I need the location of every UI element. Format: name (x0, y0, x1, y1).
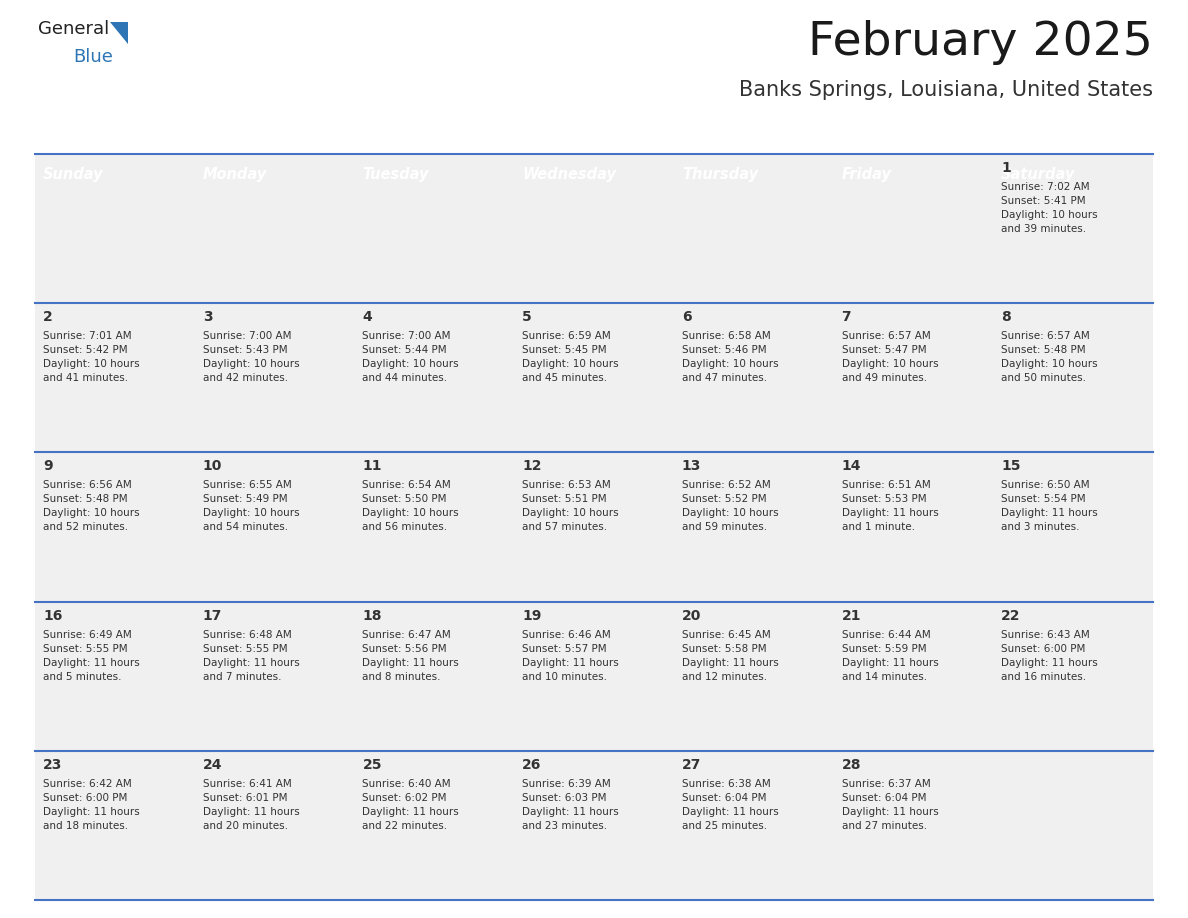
Bar (514, 154, 674, 196)
Text: 13: 13 (682, 459, 701, 474)
Text: Sunday: Sunday (43, 167, 103, 183)
Text: Sunrise: 7:02 AM
Sunset: 5:41 PM
Daylight: 10 hours
and 39 minutes.: Sunrise: 7:02 AM Sunset: 5:41 PM Dayligh… (1001, 182, 1098, 234)
Text: Sunrise: 6:57 AM
Sunset: 5:48 PM
Daylight: 10 hours
and 50 minutes.: Sunrise: 6:57 AM Sunset: 5:48 PM Dayligh… (1001, 331, 1098, 383)
Text: Sunrise: 7:00 AM
Sunset: 5:43 PM
Daylight: 10 hours
and 42 minutes.: Sunrise: 7:00 AM Sunset: 5:43 PM Dayligh… (203, 331, 299, 383)
Text: Sunrise: 6:41 AM
Sunset: 6:01 PM
Daylight: 11 hours
and 20 minutes.: Sunrise: 6:41 AM Sunset: 6:01 PM Dayligh… (203, 778, 299, 831)
Bar (34, 154, 195, 196)
Text: Saturday: Saturday (1001, 167, 1075, 183)
Text: Sunrise: 6:55 AM
Sunset: 5:49 PM
Daylight: 10 hours
and 54 minutes.: Sunrise: 6:55 AM Sunset: 5:49 PM Dayligh… (203, 480, 299, 532)
Text: 2: 2 (43, 310, 52, 324)
Text: 25: 25 (362, 757, 381, 772)
Bar (34, 751, 1154, 900)
Text: 26: 26 (523, 757, 542, 772)
Text: 7: 7 (841, 310, 851, 324)
Text: 16: 16 (43, 609, 63, 622)
Bar (34, 453, 1154, 601)
Text: Sunrise: 6:51 AM
Sunset: 5:53 PM
Daylight: 11 hours
and 1 minute.: Sunrise: 6:51 AM Sunset: 5:53 PM Dayligh… (841, 480, 939, 532)
Text: 5: 5 (523, 310, 532, 324)
Polygon shape (110, 22, 128, 44)
Text: Blue: Blue (72, 48, 113, 66)
Text: 20: 20 (682, 609, 701, 622)
Text: Sunrise: 6:49 AM
Sunset: 5:55 PM
Daylight: 11 hours
and 5 minutes.: Sunrise: 6:49 AM Sunset: 5:55 PM Dayligh… (43, 630, 140, 681)
Text: 17: 17 (203, 609, 222, 622)
Bar (834, 154, 993, 196)
Bar (34, 601, 1154, 751)
Text: 12: 12 (523, 459, 542, 474)
Bar (993, 154, 1154, 196)
Text: Monday: Monday (203, 167, 267, 183)
Text: Sunrise: 6:40 AM
Sunset: 6:02 PM
Daylight: 11 hours
and 22 minutes.: Sunrise: 6:40 AM Sunset: 6:02 PM Dayligh… (362, 778, 460, 831)
Text: Sunrise: 7:01 AM
Sunset: 5:42 PM
Daylight: 10 hours
and 41 minutes.: Sunrise: 7:01 AM Sunset: 5:42 PM Dayligh… (43, 331, 140, 383)
Text: Sunrise: 6:44 AM
Sunset: 5:59 PM
Daylight: 11 hours
and 14 minutes.: Sunrise: 6:44 AM Sunset: 5:59 PM Dayligh… (841, 630, 939, 681)
Bar (34, 154, 1154, 303)
Text: 10: 10 (203, 459, 222, 474)
Text: 9: 9 (43, 459, 52, 474)
Text: 8: 8 (1001, 310, 1011, 324)
Text: Sunrise: 6:58 AM
Sunset: 5:46 PM
Daylight: 10 hours
and 47 minutes.: Sunrise: 6:58 AM Sunset: 5:46 PM Dayligh… (682, 331, 778, 383)
Text: 6: 6 (682, 310, 691, 324)
Text: Friday: Friday (841, 167, 891, 183)
Text: Wednesday: Wednesday (523, 167, 617, 183)
Text: 21: 21 (841, 609, 861, 622)
Text: Thursday: Thursday (682, 167, 758, 183)
Text: Sunrise: 6:57 AM
Sunset: 5:47 PM
Daylight: 10 hours
and 49 minutes.: Sunrise: 6:57 AM Sunset: 5:47 PM Dayligh… (841, 331, 939, 383)
Text: 3: 3 (203, 310, 213, 324)
Text: 19: 19 (523, 609, 542, 622)
Text: Sunrise: 6:56 AM
Sunset: 5:48 PM
Daylight: 10 hours
and 52 minutes.: Sunrise: 6:56 AM Sunset: 5:48 PM Dayligh… (43, 480, 140, 532)
Text: Sunrise: 6:42 AM
Sunset: 6:00 PM
Daylight: 11 hours
and 18 minutes.: Sunrise: 6:42 AM Sunset: 6:00 PM Dayligh… (43, 778, 140, 831)
Text: Sunrise: 6:43 AM
Sunset: 6:00 PM
Daylight: 11 hours
and 16 minutes.: Sunrise: 6:43 AM Sunset: 6:00 PM Dayligh… (1001, 630, 1098, 681)
Text: Sunrise: 6:53 AM
Sunset: 5:51 PM
Daylight: 10 hours
and 57 minutes.: Sunrise: 6:53 AM Sunset: 5:51 PM Dayligh… (523, 480, 619, 532)
Text: Sunrise: 6:38 AM
Sunset: 6:04 PM
Daylight: 11 hours
and 25 minutes.: Sunrise: 6:38 AM Sunset: 6:04 PM Dayligh… (682, 778, 778, 831)
Text: Banks Springs, Louisiana, United States: Banks Springs, Louisiana, United States (739, 80, 1154, 100)
Bar (195, 154, 354, 196)
Text: 28: 28 (841, 757, 861, 772)
Text: February 2025: February 2025 (808, 20, 1154, 65)
Text: Sunrise: 6:47 AM
Sunset: 5:56 PM
Daylight: 11 hours
and 8 minutes.: Sunrise: 6:47 AM Sunset: 5:56 PM Dayligh… (362, 630, 460, 681)
Text: 24: 24 (203, 757, 222, 772)
Text: Sunrise: 6:46 AM
Sunset: 5:57 PM
Daylight: 11 hours
and 10 minutes.: Sunrise: 6:46 AM Sunset: 5:57 PM Dayligh… (523, 630, 619, 681)
Bar (354, 154, 514, 196)
Text: General: General (38, 20, 109, 38)
Text: 11: 11 (362, 459, 381, 474)
Text: Sunrise: 6:54 AM
Sunset: 5:50 PM
Daylight: 10 hours
and 56 minutes.: Sunrise: 6:54 AM Sunset: 5:50 PM Dayligh… (362, 480, 459, 532)
Text: Sunrise: 6:50 AM
Sunset: 5:54 PM
Daylight: 11 hours
and 3 minutes.: Sunrise: 6:50 AM Sunset: 5:54 PM Dayligh… (1001, 480, 1098, 532)
Text: Sunrise: 6:39 AM
Sunset: 6:03 PM
Daylight: 11 hours
and 23 minutes.: Sunrise: 6:39 AM Sunset: 6:03 PM Dayligh… (523, 778, 619, 831)
Text: Sunrise: 6:59 AM
Sunset: 5:45 PM
Daylight: 10 hours
and 45 minutes.: Sunrise: 6:59 AM Sunset: 5:45 PM Dayligh… (523, 331, 619, 383)
Text: Sunrise: 6:48 AM
Sunset: 5:55 PM
Daylight: 11 hours
and 7 minutes.: Sunrise: 6:48 AM Sunset: 5:55 PM Dayligh… (203, 630, 299, 681)
Text: 14: 14 (841, 459, 861, 474)
Bar (674, 154, 834, 196)
Text: Sunrise: 6:52 AM
Sunset: 5:52 PM
Daylight: 10 hours
and 59 minutes.: Sunrise: 6:52 AM Sunset: 5:52 PM Dayligh… (682, 480, 778, 532)
Text: 15: 15 (1001, 459, 1020, 474)
Text: Tuesday: Tuesday (362, 167, 429, 183)
Text: 1: 1 (1001, 161, 1011, 175)
Text: Sunrise: 6:45 AM
Sunset: 5:58 PM
Daylight: 11 hours
and 12 minutes.: Sunrise: 6:45 AM Sunset: 5:58 PM Dayligh… (682, 630, 778, 681)
Text: 18: 18 (362, 609, 381, 622)
Bar (34, 303, 1154, 453)
Text: 22: 22 (1001, 609, 1020, 622)
Text: Sunrise: 6:37 AM
Sunset: 6:04 PM
Daylight: 11 hours
and 27 minutes.: Sunrise: 6:37 AM Sunset: 6:04 PM Dayligh… (841, 778, 939, 831)
Text: 23: 23 (43, 757, 63, 772)
Text: Sunrise: 7:00 AM
Sunset: 5:44 PM
Daylight: 10 hours
and 44 minutes.: Sunrise: 7:00 AM Sunset: 5:44 PM Dayligh… (362, 331, 459, 383)
Text: 27: 27 (682, 757, 701, 772)
Text: 4: 4 (362, 310, 372, 324)
